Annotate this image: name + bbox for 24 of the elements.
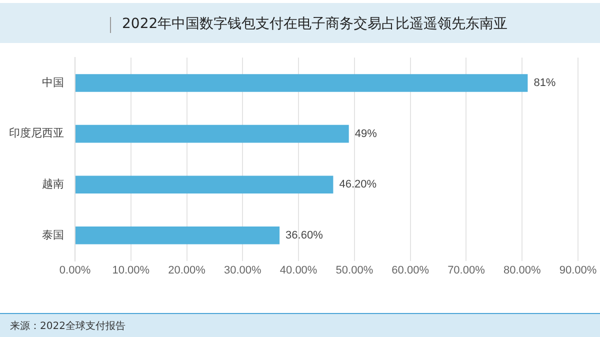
source-note: 来源：2022全球支付报告 (10, 320, 126, 333)
data-label: 81% (534, 77, 556, 90)
x-tick-label: 10.00% (112, 264, 150, 276)
data-label: 46.20% (339, 178, 377, 191)
y-tick-label: 印度尼西亚 (9, 126, 64, 140)
y-tick-label: 越南 (42, 177, 64, 190)
x-tick-label: 50.00% (336, 264, 374, 276)
data-label: 36.60% (286, 229, 324, 242)
x-tick-label: 20.00% (168, 264, 206, 276)
bar (76, 226, 280, 244)
bar (76, 74, 528, 92)
y-tick-label: 中国 (42, 76, 64, 89)
x-tick-label: 80.00% (503, 264, 541, 276)
x-tick-label: 70.00% (448, 264, 486, 276)
x-tick-label: 60.00% (392, 264, 430, 276)
x-tick-label: 0.00% (59, 264, 91, 276)
data-label: 49% (354, 128, 378, 140)
x-tick-label: 40.00% (280, 264, 318, 276)
x-tick-label: 90.00% (559, 264, 597, 276)
bar (76, 176, 334, 194)
y-tick-label: 泰国 (42, 228, 64, 242)
x-tick-label: 30.00% (224, 264, 262, 276)
bar (76, 124, 349, 143)
chart-title: 2022年中国数字钱包支付在电子商务交易占比遥遥领先东南亚 (122, 15, 508, 33)
